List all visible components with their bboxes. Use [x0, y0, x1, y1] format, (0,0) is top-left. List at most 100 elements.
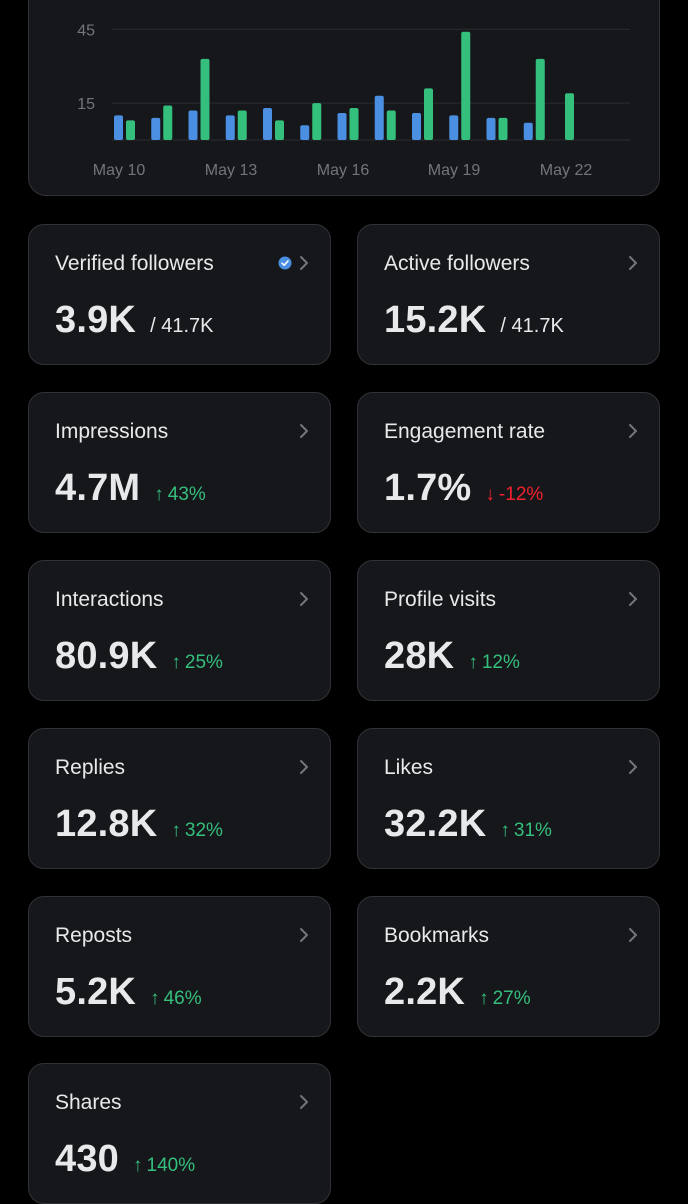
bar-green[interactable]: [461, 31, 471, 140]
metric-value-row: 4.7M ↑ 43%: [55, 467, 206, 510]
metric-label: Likes: [384, 756, 434, 779]
metric-card-bookmarks[interactable]: Bookmarks 2.2K ↑ 27%: [357, 896, 660, 1037]
metric-value: 4.7M: [55, 467, 141, 509]
chevron-right-icon[interactable]: [623, 757, 643, 777]
metric-value: 3.9K: [55, 299, 137, 341]
bar-green[interactable]: [424, 88, 433, 140]
metric-card-reposts[interactable]: Reposts 5.2K ↑ 46%: [28, 896, 331, 1037]
metric-value: 15.2K: [384, 299, 487, 341]
bar-green[interactable]: [126, 120, 135, 140]
metric-label: Profile visits: [384, 588, 497, 611]
bar-green[interactable]: [312, 103, 322, 140]
chevron-right-icon[interactable]: [623, 589, 643, 609]
metric-label: Reposts: [55, 924, 133, 947]
bar-green[interactable]: [386, 110, 396, 140]
chevron-right-icon[interactable]: [294, 757, 314, 777]
chevron-right-icon[interactable]: [623, 421, 643, 441]
bar-blue[interactable]: [151, 117, 161, 140]
metric-value: 12.8K: [55, 803, 158, 845]
bar-blue[interactable]: [523, 122, 533, 140]
metric-card-shares[interactable]: Shares 430 ↑ 140%: [28, 1063, 331, 1204]
metric-card-likes[interactable]: Likes 32.2K ↑ 31%: [357, 728, 660, 869]
chevron-right-icon[interactable]: [294, 589, 314, 609]
metric-label: Engagement rate: [384, 420, 546, 443]
metric-card-verified-followers[interactable]: Verified followers 3.9K / 41.7K: [28, 224, 331, 365]
chevron-right-icon[interactable]: [623, 253, 643, 273]
bar-green[interactable]: [237, 110, 247, 140]
bar-blue[interactable]: [188, 110, 198, 140]
metric-change: ↑ 43%: [154, 484, 206, 506]
metric-value: 1.7%: [384, 467, 472, 509]
metric-value-row: 80.9K ↑ 25%: [55, 635, 223, 678]
arrow-up-icon: ↑: [133, 1155, 143, 1176]
metric-total: / 41.7K: [150, 315, 214, 337]
metric-value-row: 32.2K ↑ 31%: [384, 803, 552, 846]
metric-label: Active followers: [384, 252, 530, 275]
arrow-up-icon: ↑: [468, 652, 478, 673]
metric-value: 32.2K: [384, 803, 487, 845]
arrow-up-icon: ↑: [500, 820, 510, 841]
metric-card-replies[interactable]: Replies 12.8K ↑ 32%: [28, 728, 331, 869]
metric-card-impressions[interactable]: Impressions 4.7M ↑ 43%: [28, 392, 331, 533]
bar-blue[interactable]: [300, 125, 310, 140]
chevron-right-icon[interactable]: [623, 925, 643, 945]
metric-label: Interactions: [55, 588, 164, 611]
metric-card-engagement-rate[interactable]: Engagement rate 1.7% ↓ -12%: [357, 392, 660, 533]
metric-label: Verified followers: [55, 252, 214, 275]
bar-blue[interactable]: [263, 108, 272, 140]
metric-change: ↑ 25%: [171, 652, 223, 674]
bar-blue[interactable]: [337, 112, 347, 140]
bar-green[interactable]: [163, 105, 173, 140]
metric-value: 2.2K: [384, 971, 466, 1013]
bar-green[interactable]: [200, 58, 210, 140]
metric-change: ↑ 31%: [500, 820, 552, 842]
bar-blue[interactable]: [412, 112, 421, 140]
chevron-right-icon[interactable]: [294, 925, 314, 945]
metric-change-value: 140%: [146, 1155, 196, 1176]
bar-green[interactable]: [349, 108, 359, 140]
chevron-right-icon[interactable]: [294, 421, 314, 441]
metric-change: ↑ 140%: [133, 1155, 195, 1177]
metric-total: / 41.7K: [500, 315, 564, 337]
metric-card-interactions[interactable]: Interactions 80.9K ↑ 25%: [28, 560, 331, 701]
bar-green[interactable]: [535, 58, 545, 140]
verified-badge-icon: [278, 256, 292, 270]
arrow-up-icon: ↑: [150, 988, 160, 1009]
metric-value-row: 2.2K ↑ 27%: [384, 971, 531, 1014]
metric-change-value: 43%: [167, 484, 206, 505]
bar-blue[interactable]: [114, 115, 123, 140]
x-tick-label: May 13: [205, 162, 258, 179]
bar-blue[interactable]: [486, 117, 496, 140]
metric-change: ↑ 46%: [150, 988, 202, 1010]
y-tick-label: 45: [77, 22, 95, 39]
metric-value: 5.2K: [55, 971, 137, 1013]
metric-value-row: 3.9K / 41.7K: [55, 299, 213, 342]
metric-card-active-followers[interactable]: Active followers 15.2K / 41.7K: [357, 224, 660, 365]
metric-value: 430: [55, 1138, 120, 1180]
metric-value-row: 1.7% ↓ -12%: [384, 467, 543, 510]
bar-blue[interactable]: [449, 115, 459, 140]
metric-label: Shares: [55, 1091, 122, 1114]
arrow-up-icon: ↑: [171, 820, 181, 841]
bar-blue[interactable]: [225, 115, 235, 140]
chevron-right-icon[interactable]: [294, 1092, 314, 1112]
metric-change-value: 12%: [481, 652, 520, 673]
metric-card-profile-visits[interactable]: Profile visits 28K ↑ 12%: [357, 560, 660, 701]
metric-change: ↑ 27%: [479, 988, 531, 1010]
bar-green[interactable]: [275, 120, 284, 140]
bar-blue[interactable]: [374, 95, 384, 140]
metric-change-value: -12%: [498, 484, 544, 505]
metric-label: Replies: [55, 756, 126, 779]
metric-label: Impressions: [55, 420, 169, 443]
metric-value-row: 15.2K / 41.7K: [384, 299, 564, 342]
x-tick-label: May 10: [93, 162, 146, 179]
chevron-right-icon[interactable]: [294, 253, 314, 273]
metric-change-value: 32%: [184, 820, 223, 841]
bar-green[interactable]: [498, 117, 508, 140]
metric-change: ↑ 12%: [468, 652, 520, 674]
bar-green[interactable]: [565, 93, 574, 140]
metric-value-row: 430 ↑ 140%: [55, 1138, 195, 1181]
metric-change: ↓ -12%: [485, 484, 543, 506]
y-tick-label: 15: [77, 96, 95, 113]
metric-value-row: 12.8K ↑ 32%: [55, 803, 223, 846]
